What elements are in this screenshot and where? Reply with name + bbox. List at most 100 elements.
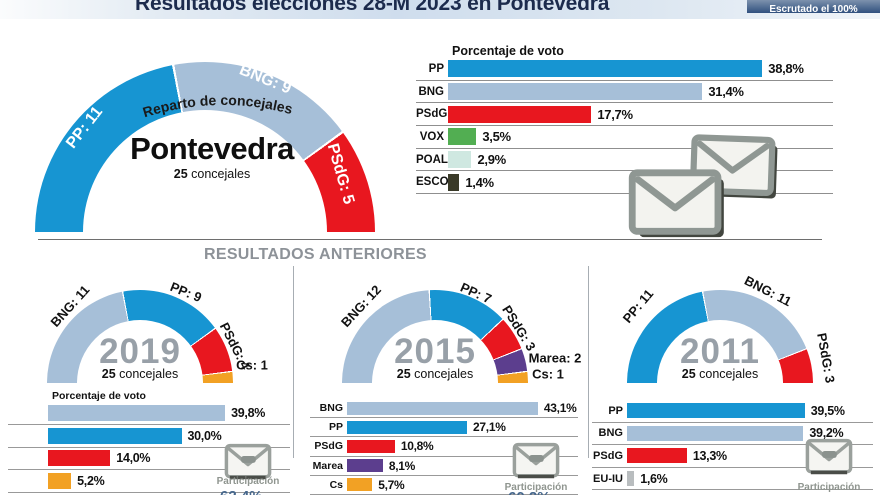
participation-label: Participación [504, 482, 568, 493]
bar-row: BNG 43,1% [310, 399, 578, 419]
municipality-name: Pontevedra [130, 131, 294, 166]
bar-row-label: VOX [419, 130, 444, 143]
bar-value: 39,8% [231, 405, 266, 420]
bar-chart: Porcentaje de voto PP 38,8% BNG 31,4% PSdG 17,… [416, 44, 833, 195]
bar-track: 39,2% [627, 423, 873, 445]
bar [347, 401, 538, 415]
bar [627, 448, 687, 464]
seat-donut [627, 290, 813, 383]
seats-count: 25 [101, 367, 116, 381]
bar [448, 173, 460, 191]
donut-segment-label: Cs: 1 [236, 357, 268, 373]
bar-row: PP 39,5% [592, 400, 873, 423]
seats-count: 25 [681, 367, 696, 381]
bar-row: EU-IU 1,6% [592, 468, 873, 491]
bar-chart-title: Porcentaje de voto [452, 44, 564, 58]
bar-row-label: PSdG [416, 108, 448, 121]
bar-row-label: PP [428, 62, 444, 75]
bar-track: 5,2% [48, 470, 290, 492]
bar-value: 8,1% [388, 458, 416, 473]
year-label: 2015 [394, 332, 476, 371]
bar-value: 27,1% [473, 420, 506, 435]
bar-value: 3,5% [482, 129, 511, 145]
bar-row-label: Marea [312, 459, 343, 472]
bar-row: POAL 2,9% [416, 149, 833, 172]
bar-row-label: PP [608, 404, 623, 417]
bar-track: 38,8% [448, 58, 833, 80]
participation-label: Participación [216, 476, 280, 487]
seats-word: concejales [410, 367, 474, 381]
bar [448, 60, 763, 78]
bar-track: 13,3% [627, 445, 873, 467]
total-seats: 25 concejales [62, 167, 362, 181]
bar-chart: PP 39,5% BNG 39,2% PSdG 13,3% EU-IU 1,6% [592, 400, 873, 491]
seats-word: concejales [115, 367, 179, 381]
bar-row: BNG 39,2% [592, 423, 873, 446]
bar-row: PP 38,8% [416, 58, 833, 81]
bar-value: 1,6% [640, 471, 668, 486]
seat-donut [47, 290, 233, 383]
bar-row-label: PSdG [593, 449, 623, 462]
bar-track: 1,6% [627, 468, 873, 490]
bar-chart: Porcentaje de voto 39,8% 30,0% 14,0% 5,2% [8, 390, 290, 494]
bar [627, 471, 635, 487]
bar-value: 43,1% [543, 401, 577, 416]
donut-segment-label: Cs: 1 [532, 366, 564, 382]
bar [627, 403, 805, 419]
bar [347, 478, 373, 492]
bar [48, 404, 226, 421]
bar-track: 14,0% [48, 448, 290, 470]
bar-row-label: ESCO [416, 176, 449, 189]
bar-track: 1,4% [448, 171, 833, 193]
bar-row: PSdG 13,3% [592, 445, 873, 468]
scrutiny-badge: Escrutado el 100% [747, 0, 880, 13]
participation-envelope-icon [510, 442, 562, 485]
bar-row-label: Cs [329, 478, 343, 491]
seats-label: 25 concejales [70, 367, 210, 381]
bar [448, 83, 703, 101]
bar [448, 151, 472, 169]
bar-track: 17,7% [448, 103, 833, 125]
bar-track: 3,5% [448, 126, 833, 148]
seat-donut [342, 290, 528, 383]
bar-track: 31,4% [448, 81, 833, 103]
bar-track: 2,9% [448, 149, 833, 171]
bar-row: ESCO 1,4% [416, 171, 833, 195]
bar-chart-title: Porcentaje de voto [52, 390, 146, 402]
bar-row: Marea 8,1% [310, 457, 578, 476]
bar-value: 31,4% [708, 84, 744, 100]
bar-row: 39,8% [8, 402, 290, 425]
participation-label: Participación [797, 482, 861, 493]
seats-count: 25 [173, 167, 188, 181]
bar-value: 30,0% [187, 428, 222, 443]
bar-row: 5,2% [8, 470, 290, 494]
seats-label: 25 concejales [365, 367, 505, 381]
bar-row-label: BNG [319, 402, 343, 415]
year-label: 2011 [680, 332, 760, 371]
bar-track: 30,0% [48, 425, 290, 447]
bar-row-label: EU-IU [593, 472, 623, 485]
bar-row-label: BNG [598, 427, 623, 440]
bar-track: 43,1% [347, 399, 578, 417]
header-bar: Resultados elecciones 28-M 2023 en Ponte… [0, 0, 880, 19]
bar-track: 10,8% [347, 437, 578, 455]
bar [347, 420, 468, 434]
bar-chart: BNG 43,1% PP 27,1% PSdG 10,8% Marea 8,1% Cs 5,7% [310, 399, 578, 495]
panel-divider [588, 266, 589, 458]
bar-row-label: BNG [418, 85, 444, 98]
bar-value: 5,2% [77, 474, 105, 489]
panel-divider [293, 266, 294, 458]
bar-value: 13,3% [692, 448, 727, 463]
svg-text:Reparto de concejales: Reparto de concejales [141, 92, 295, 120]
bar-track: 39,8% [48, 402, 290, 424]
mail-envelope-icon [627, 167, 731, 248]
bar-value: 10,8% [400, 439, 434, 454]
donut-segment-label: PSdG: 3 [814, 331, 838, 385]
bar-row-label: POAL [416, 153, 448, 166]
bar-value: 39,2% [809, 426, 844, 441]
bar [48, 473, 72, 490]
previous-results-heading: RESULTADOS ANTERIORES [204, 246, 427, 263]
arc-title: Reparto de concejales [141, 92, 295, 120]
participation-envelope-icon [803, 438, 855, 481]
